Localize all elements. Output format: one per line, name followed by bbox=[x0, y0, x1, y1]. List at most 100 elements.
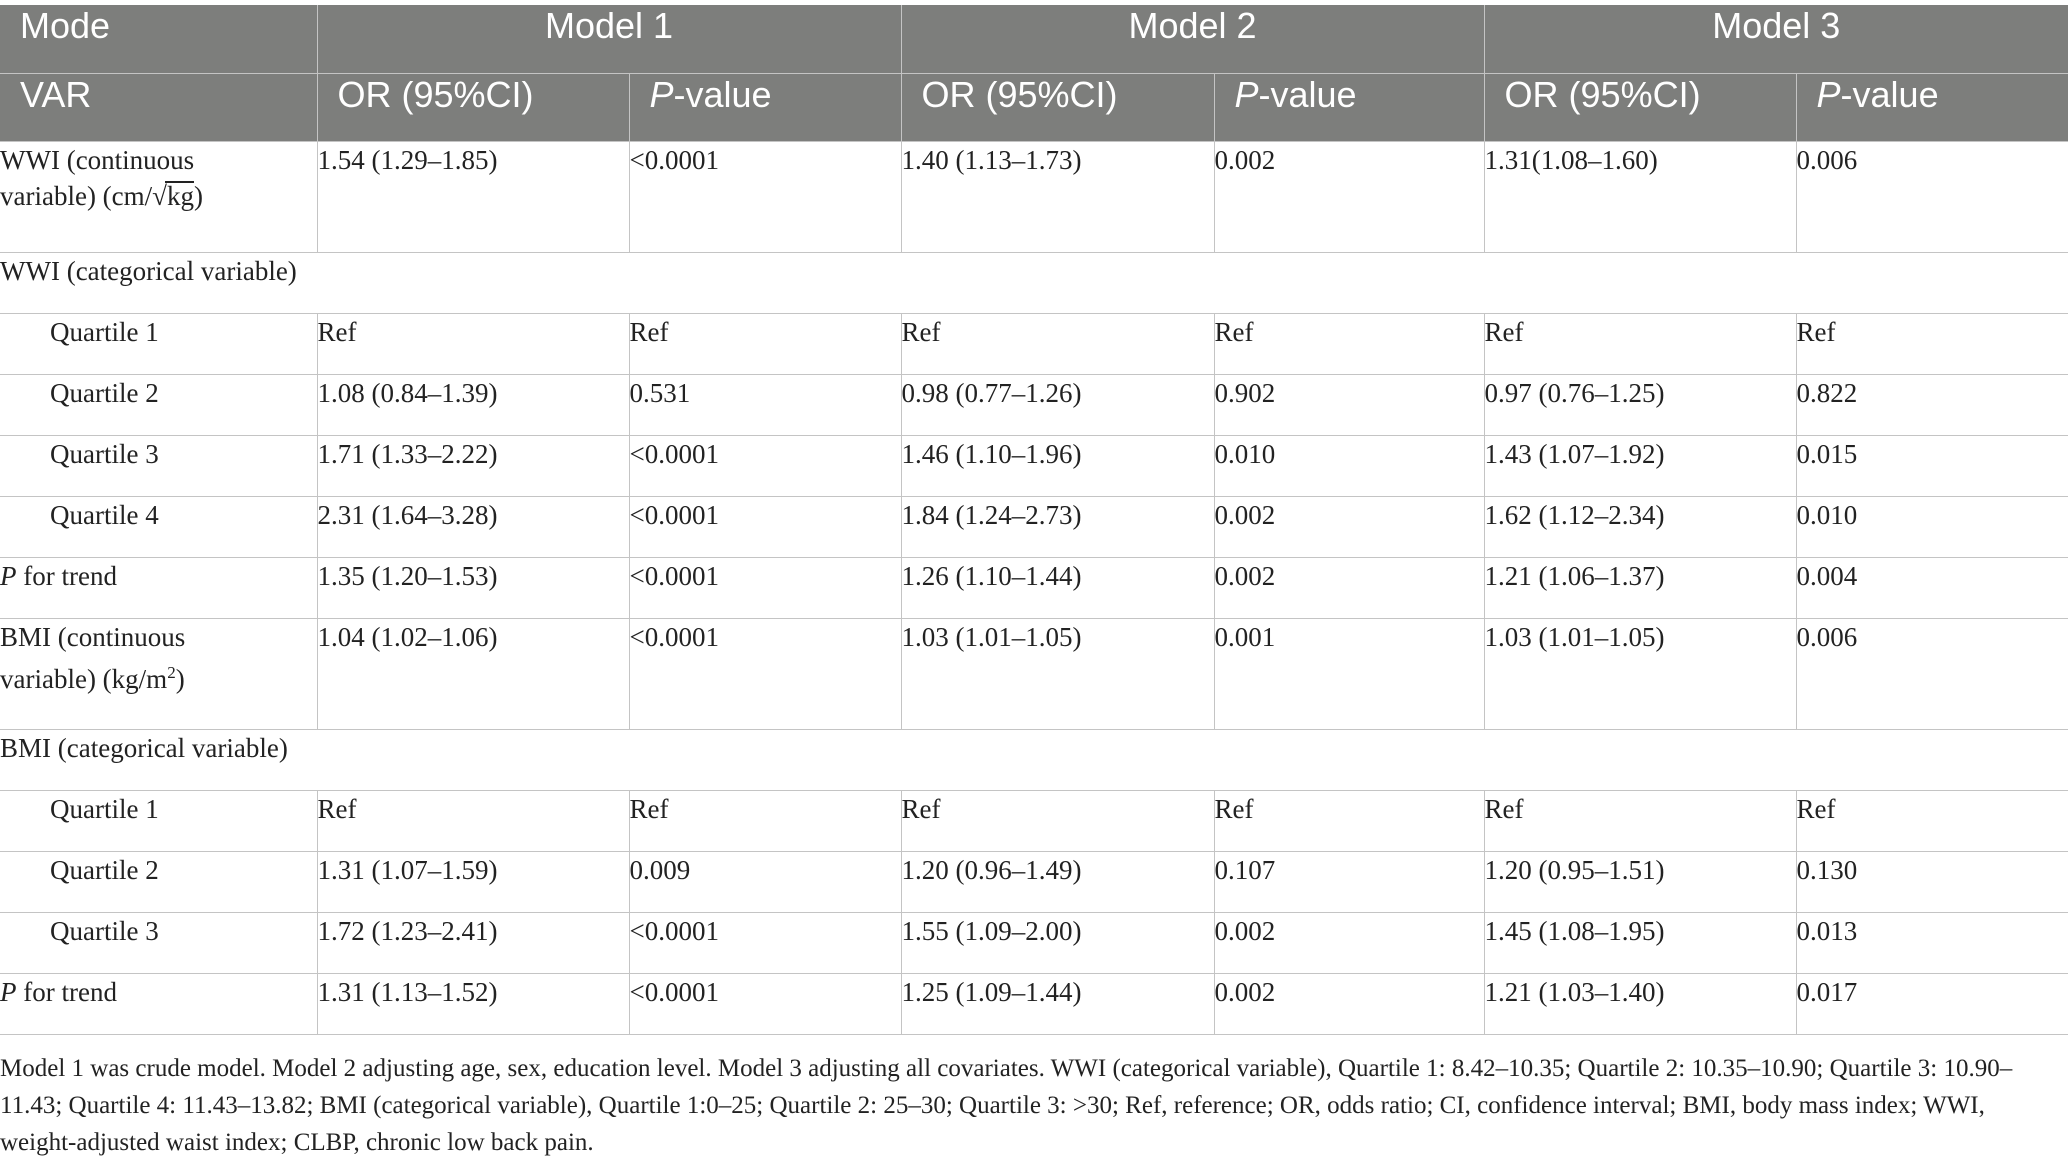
m3-p-cell: 0.015 bbox=[1795, 434, 2068, 497]
row-label: Quartile 2 bbox=[0, 373, 318, 436]
m3-p-cell: 0.004 bbox=[1795, 556, 2068, 619]
m1-or-cell: 1.31 (1.13–1.52) bbox=[316, 972, 630, 1035]
table-row: Quartile 2 1.08 (0.84–1.39) 0.531 0.98 (… bbox=[0, 373, 2068, 436]
table-row: BMI (continuous variable) (kg/m2) 1.04 (… bbox=[0, 617, 2068, 730]
p-italic: P bbox=[1234, 73, 1259, 115]
m2-or-cell: 1.84 (1.24–2.73) bbox=[900, 495, 1215, 558]
m1-or-cell: 1.54 (1.29–1.85) bbox=[316, 140, 630, 253]
table-row: Quartile 1 Ref Ref Ref Ref Ref Ref bbox=[0, 312, 2068, 375]
m1-p-cell: <0.0001 bbox=[628, 434, 902, 497]
m1-p-header: P-value bbox=[628, 72, 902, 142]
m3-or-cell: 1.43 (1.07–1.92) bbox=[1483, 434, 1797, 497]
m1-p-cell: <0.0001 bbox=[628, 140, 902, 253]
m1-p-cell: <0.0001 bbox=[628, 911, 902, 974]
table-row: P for trend 1.35 (1.20–1.53) <0.0001 1.2… bbox=[0, 556, 2068, 619]
p-suffix: -value bbox=[1258, 73, 1357, 115]
m2-p-cell: 0.010 bbox=[1213, 434, 1485, 497]
row-label-line1: BMI (continuous bbox=[0, 621, 186, 652]
row-label: Quartile 4 bbox=[0, 495, 318, 558]
m3-p-cell: Ref bbox=[1795, 789, 2068, 852]
m3-or-cell: Ref bbox=[1483, 312, 1797, 375]
m2-p-cell: 0.002 bbox=[1213, 556, 1485, 619]
m3-p-cell: 0.130 bbox=[1795, 850, 2068, 913]
model-3-header: Model 3 bbox=[1483, 5, 2068, 74]
row-label-close: ) bbox=[194, 180, 203, 211]
row-label: Quartile 1 bbox=[0, 789, 318, 852]
table-row: WWI (continuous variable) (cm/√kg) 1.54 … bbox=[0, 140, 2068, 253]
m2-or-cell: 1.25 (1.09–1.44) bbox=[900, 972, 1215, 1035]
m3-or-cell: 1.45 (1.08–1.95) bbox=[1483, 911, 1797, 974]
section-row: WWI (categorical variable) bbox=[0, 251, 2068, 314]
m1-p-cell: Ref bbox=[628, 312, 902, 375]
m3-p-cell: 0.006 bbox=[1795, 140, 2068, 253]
p-italic: P bbox=[0, 560, 17, 591]
p-suffix: -value bbox=[673, 73, 772, 115]
row-label: WWI (continuous variable) (cm/√kg) bbox=[0, 140, 318, 253]
row-label: Quartile 3 bbox=[0, 911, 318, 974]
sqrt-sign: √ bbox=[152, 180, 167, 211]
m1-or-cell: 1.35 (1.20–1.53) bbox=[316, 556, 630, 619]
m2-p-cell: 0.002 bbox=[1213, 495, 1485, 558]
sqrt-argument: kg bbox=[165, 180, 194, 211]
m1-p-cell: 0.531 bbox=[628, 373, 902, 436]
m1-or-cell: Ref bbox=[316, 312, 630, 375]
row-label: P for trend bbox=[0, 972, 318, 1035]
m1-p-cell: <0.0001 bbox=[628, 495, 902, 558]
m2-or-cell: Ref bbox=[900, 789, 1215, 852]
row-label-line2: variable) (kg/m bbox=[0, 663, 168, 694]
m2-or-cell: 1.03 (1.01–1.05) bbox=[900, 617, 1215, 730]
table-footnote: Model 1 was crude model. Model 2 adjusti… bbox=[0, 1055, 2013, 1156]
m2-or-cell: 1.46 (1.10–1.96) bbox=[900, 434, 1215, 497]
m3-or-header: OR (95%CI) bbox=[1483, 72, 1797, 142]
m2-p-header: P-value bbox=[1213, 72, 1485, 142]
m2-p-cell: 0.002 bbox=[1213, 911, 1485, 974]
table-row: P for trend 1.31 (1.13–1.52) <0.0001 1.2… bbox=[0, 972, 2068, 1035]
m3-or-cell: 1.20 (0.95–1.51) bbox=[1483, 850, 1797, 913]
row-label-rest: for trend bbox=[16, 560, 117, 591]
row-label: Quartile 1 bbox=[0, 312, 318, 375]
header-row-models: Mode Model 1 Model 2 Model 3 bbox=[0, 5, 2068, 74]
p-italic: P bbox=[0, 976, 17, 1007]
m2-p-cell: 0.002 bbox=[1213, 972, 1485, 1035]
mode-header: Mode bbox=[0, 5, 318, 74]
row-label-rest: for trend bbox=[16, 976, 117, 1007]
p-italic: P bbox=[649, 73, 674, 115]
table-row: Quartile 2 1.31 (1.07–1.59) 0.009 1.20 (… bbox=[0, 850, 2068, 913]
m3-or-cell: 1.21 (1.06–1.37) bbox=[1483, 556, 1797, 619]
row-label-line2: variable) (cm/ bbox=[0, 180, 153, 211]
m1-or-cell: 1.72 (1.23–2.41) bbox=[316, 911, 630, 974]
m2-p-cell: Ref bbox=[1213, 789, 1485, 852]
m1-or-cell: 1.08 (0.84–1.39) bbox=[316, 373, 630, 436]
row-label: Quartile 2 bbox=[0, 850, 318, 913]
m1-or-cell: 1.04 (1.02–1.06) bbox=[316, 617, 630, 730]
m2-or-cell: 1.20 (0.96–1.49) bbox=[900, 850, 1215, 913]
row-label-line1: WWI (continuous bbox=[0, 144, 195, 175]
table-header: Mode Model 1 Model 2 Model 3 VAR OR (95%… bbox=[0, 5, 2068, 142]
m3-or-cell: 0.97 (0.76–1.25) bbox=[1483, 373, 1797, 436]
m1-p-cell: <0.0001 bbox=[628, 617, 902, 730]
m3-or-cell: 1.03 (1.01–1.05) bbox=[1483, 617, 1797, 730]
var-header: VAR bbox=[0, 72, 318, 142]
m2-p-cell: 0.902 bbox=[1213, 373, 1485, 436]
section-label: BMI (categorical variable) bbox=[0, 728, 2068, 791]
m3-or-cell: 1.31(1.08–1.60) bbox=[1483, 140, 1797, 253]
p-suffix: -value bbox=[1840, 73, 1939, 115]
m1-or-cell: 2.31 (1.64–3.28) bbox=[316, 495, 630, 558]
model-2-header: Model 2 bbox=[900, 5, 1485, 74]
m3-p-cell: 0.010 bbox=[1795, 495, 2068, 558]
m1-p-cell: Ref bbox=[628, 789, 902, 852]
m2-or-cell: 1.55 (1.09–2.00) bbox=[900, 911, 1215, 974]
m2-or-cell: 1.40 (1.13–1.73) bbox=[900, 140, 1215, 253]
m3-or-cell: 1.21 (1.03–1.40) bbox=[1483, 972, 1797, 1035]
m1-or-cell: 1.71 (1.33–2.22) bbox=[316, 434, 630, 497]
m1-p-cell: 0.009 bbox=[628, 850, 902, 913]
m3-p-cell: 0.017 bbox=[1795, 972, 2068, 1035]
table-row: Quartile 1 Ref Ref Ref Ref Ref Ref bbox=[0, 789, 2068, 852]
m3-p-cell: 0.006 bbox=[1795, 617, 2068, 730]
m1-or-header: OR (95%CI) bbox=[316, 72, 630, 142]
m1-or-cell: 1.31 (1.07–1.59) bbox=[316, 850, 630, 913]
p-italic: P bbox=[1816, 73, 1841, 115]
table-body: WWI (continuous variable) (cm/√kg) 1.54 … bbox=[0, 140, 2068, 1035]
m2-p-cell: 0.107 bbox=[1213, 850, 1485, 913]
results-table: Mode Model 1 Model 2 Model 3 VAR OR (95%… bbox=[0, 5, 2068, 1035]
